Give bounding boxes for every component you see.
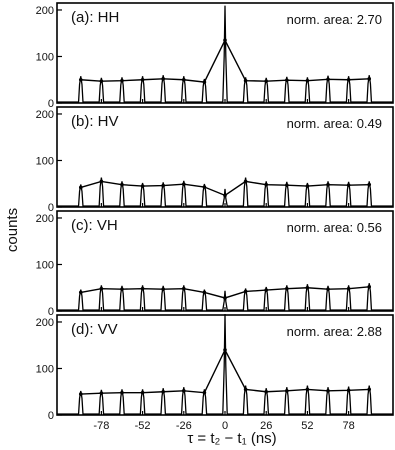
peak-marker [140, 184, 145, 188]
peak-marker [223, 38, 227, 43]
peak-marker [305, 78, 310, 83]
x-tick-label: 52 [301, 420, 313, 432]
peak-marker [326, 77, 330, 82]
y-tick-label: 200 [36, 317, 54, 329]
peak-marker [161, 183, 165, 188]
peak-marker [120, 287, 124, 291]
x-tick-label: -52 [135, 420, 151, 432]
y-tick-label: 100 [36, 259, 54, 271]
peak-marker [264, 182, 269, 187]
panel-label: (b): HV [71, 113, 119, 130]
peak-marker [161, 77, 165, 81]
peak-marker [202, 185, 207, 189]
y-tick-label: 200 [36, 109, 54, 121]
norm-area-label: norm. area: 2.88 [287, 324, 382, 339]
peak-marker [181, 182, 186, 187]
panel-0: 0 100 200 (a): HH norm. area: 2.70 [36, 2, 394, 110]
peak-marker [99, 179, 104, 184]
peak-marker [120, 78, 124, 83]
peak-marker [285, 183, 289, 187]
x-tick-label: -78 [93, 420, 109, 432]
peak-marker [120, 390, 124, 395]
peak-marker [181, 286, 186, 291]
x-tick-label: 26 [260, 420, 272, 432]
x-tick-label: 0 [222, 420, 228, 432]
peak-marker [346, 183, 351, 187]
peak-marker [120, 182, 124, 187]
peak-marker [223, 348, 227, 352]
peak-marker [140, 390, 145, 395]
y-axis-label: counts [4, 208, 21, 252]
y-tick-label: 0 [48, 98, 54, 110]
y-tick-label: 0 [48, 202, 54, 214]
y-tick-label: 200 [36, 5, 54, 17]
panel-label: (c): VH [71, 217, 118, 234]
peak-marker [264, 288, 269, 292]
peak-marker [99, 286, 104, 291]
peak-marker [243, 179, 248, 184]
peak-marker [78, 77, 83, 82]
peak-marker [305, 184, 310, 188]
panel-label: (a): HH [71, 9, 119, 26]
peak-marker [78, 185, 83, 190]
peak-marker [140, 286, 145, 291]
peak-marker [346, 388, 351, 393]
y-tick-label: 100 [36, 51, 54, 63]
y-tick-label: 200 [36, 213, 54, 225]
peak-marker [223, 296, 227, 300]
peak-marker [223, 193, 227, 198]
peak-marker [78, 290, 83, 295]
y-tick-label: 0 [48, 410, 54, 422]
peak-marker [346, 77, 351, 82]
peak-marker [99, 79, 104, 83]
peak-marker [161, 287, 165, 291]
peak-marker [326, 182, 330, 187]
peak-marker [202, 80, 207, 84]
norm-area-label: norm. area: 2.70 [287, 12, 382, 27]
peak-marker [202, 290, 207, 295]
panel-label: (d): VV [71, 321, 118, 338]
y-tick-label: 100 [36, 363, 54, 375]
peak-marker [181, 389, 186, 393]
peak-marker [285, 286, 289, 291]
peak-marker [99, 391, 104, 395]
peak-marker [367, 387, 372, 392]
peak-marker [305, 285, 310, 290]
peak-marker [285, 78, 289, 83]
peak-marker [243, 78, 248, 83]
norm-area-label: norm. area: 0.49 [287, 116, 382, 131]
peak-marker [264, 79, 269, 83]
peak-marker [346, 286, 351, 291]
peak-marker [285, 389, 289, 393]
x-axis-label: τ = t₂ − t₁ (ns) [187, 430, 276, 447]
x-tick-label: 78 [342, 420, 354, 432]
peak-marker [243, 289, 248, 294]
peak-marker [305, 387, 310, 392]
chart-panels: 0 100 200 (a): HH norm. area: 2.70 0 100 200 (b)… [36, 2, 394, 422]
peak-marker [326, 287, 330, 291]
x-axis-ticks: -78 -52 -26 0 26 52 78 [93, 420, 354, 432]
x-tick-label: -26 [176, 420, 192, 432]
panel-2: 0 100 200 (c): VH norm. area: 0.56 [36, 210, 394, 318]
peak-marker [367, 77, 372, 81]
y-tick-label: 100 [36, 155, 54, 167]
peak-marker [78, 392, 83, 396]
peak-marker [326, 389, 330, 393]
panel-3: 0 100 200 (d): VV norm. area: 2.88 [36, 314, 394, 422]
peak-envelope-line [80, 348, 370, 395]
peak-marker [161, 389, 165, 394]
peak-marker [243, 387, 248, 392]
peak-marker [181, 77, 186, 82]
panel-1: 0 100 200 (b): HV norm. area: 0.49 [36, 106, 394, 214]
y-tick-label: 0 [48, 306, 54, 318]
norm-area-label: norm. area: 0.56 [287, 220, 382, 235]
peak-marker [367, 182, 372, 187]
peak-marker [264, 389, 269, 394]
peak-marker [202, 390, 207, 395]
peak-marker [367, 285, 372, 289]
peak-marker [140, 77, 145, 82]
